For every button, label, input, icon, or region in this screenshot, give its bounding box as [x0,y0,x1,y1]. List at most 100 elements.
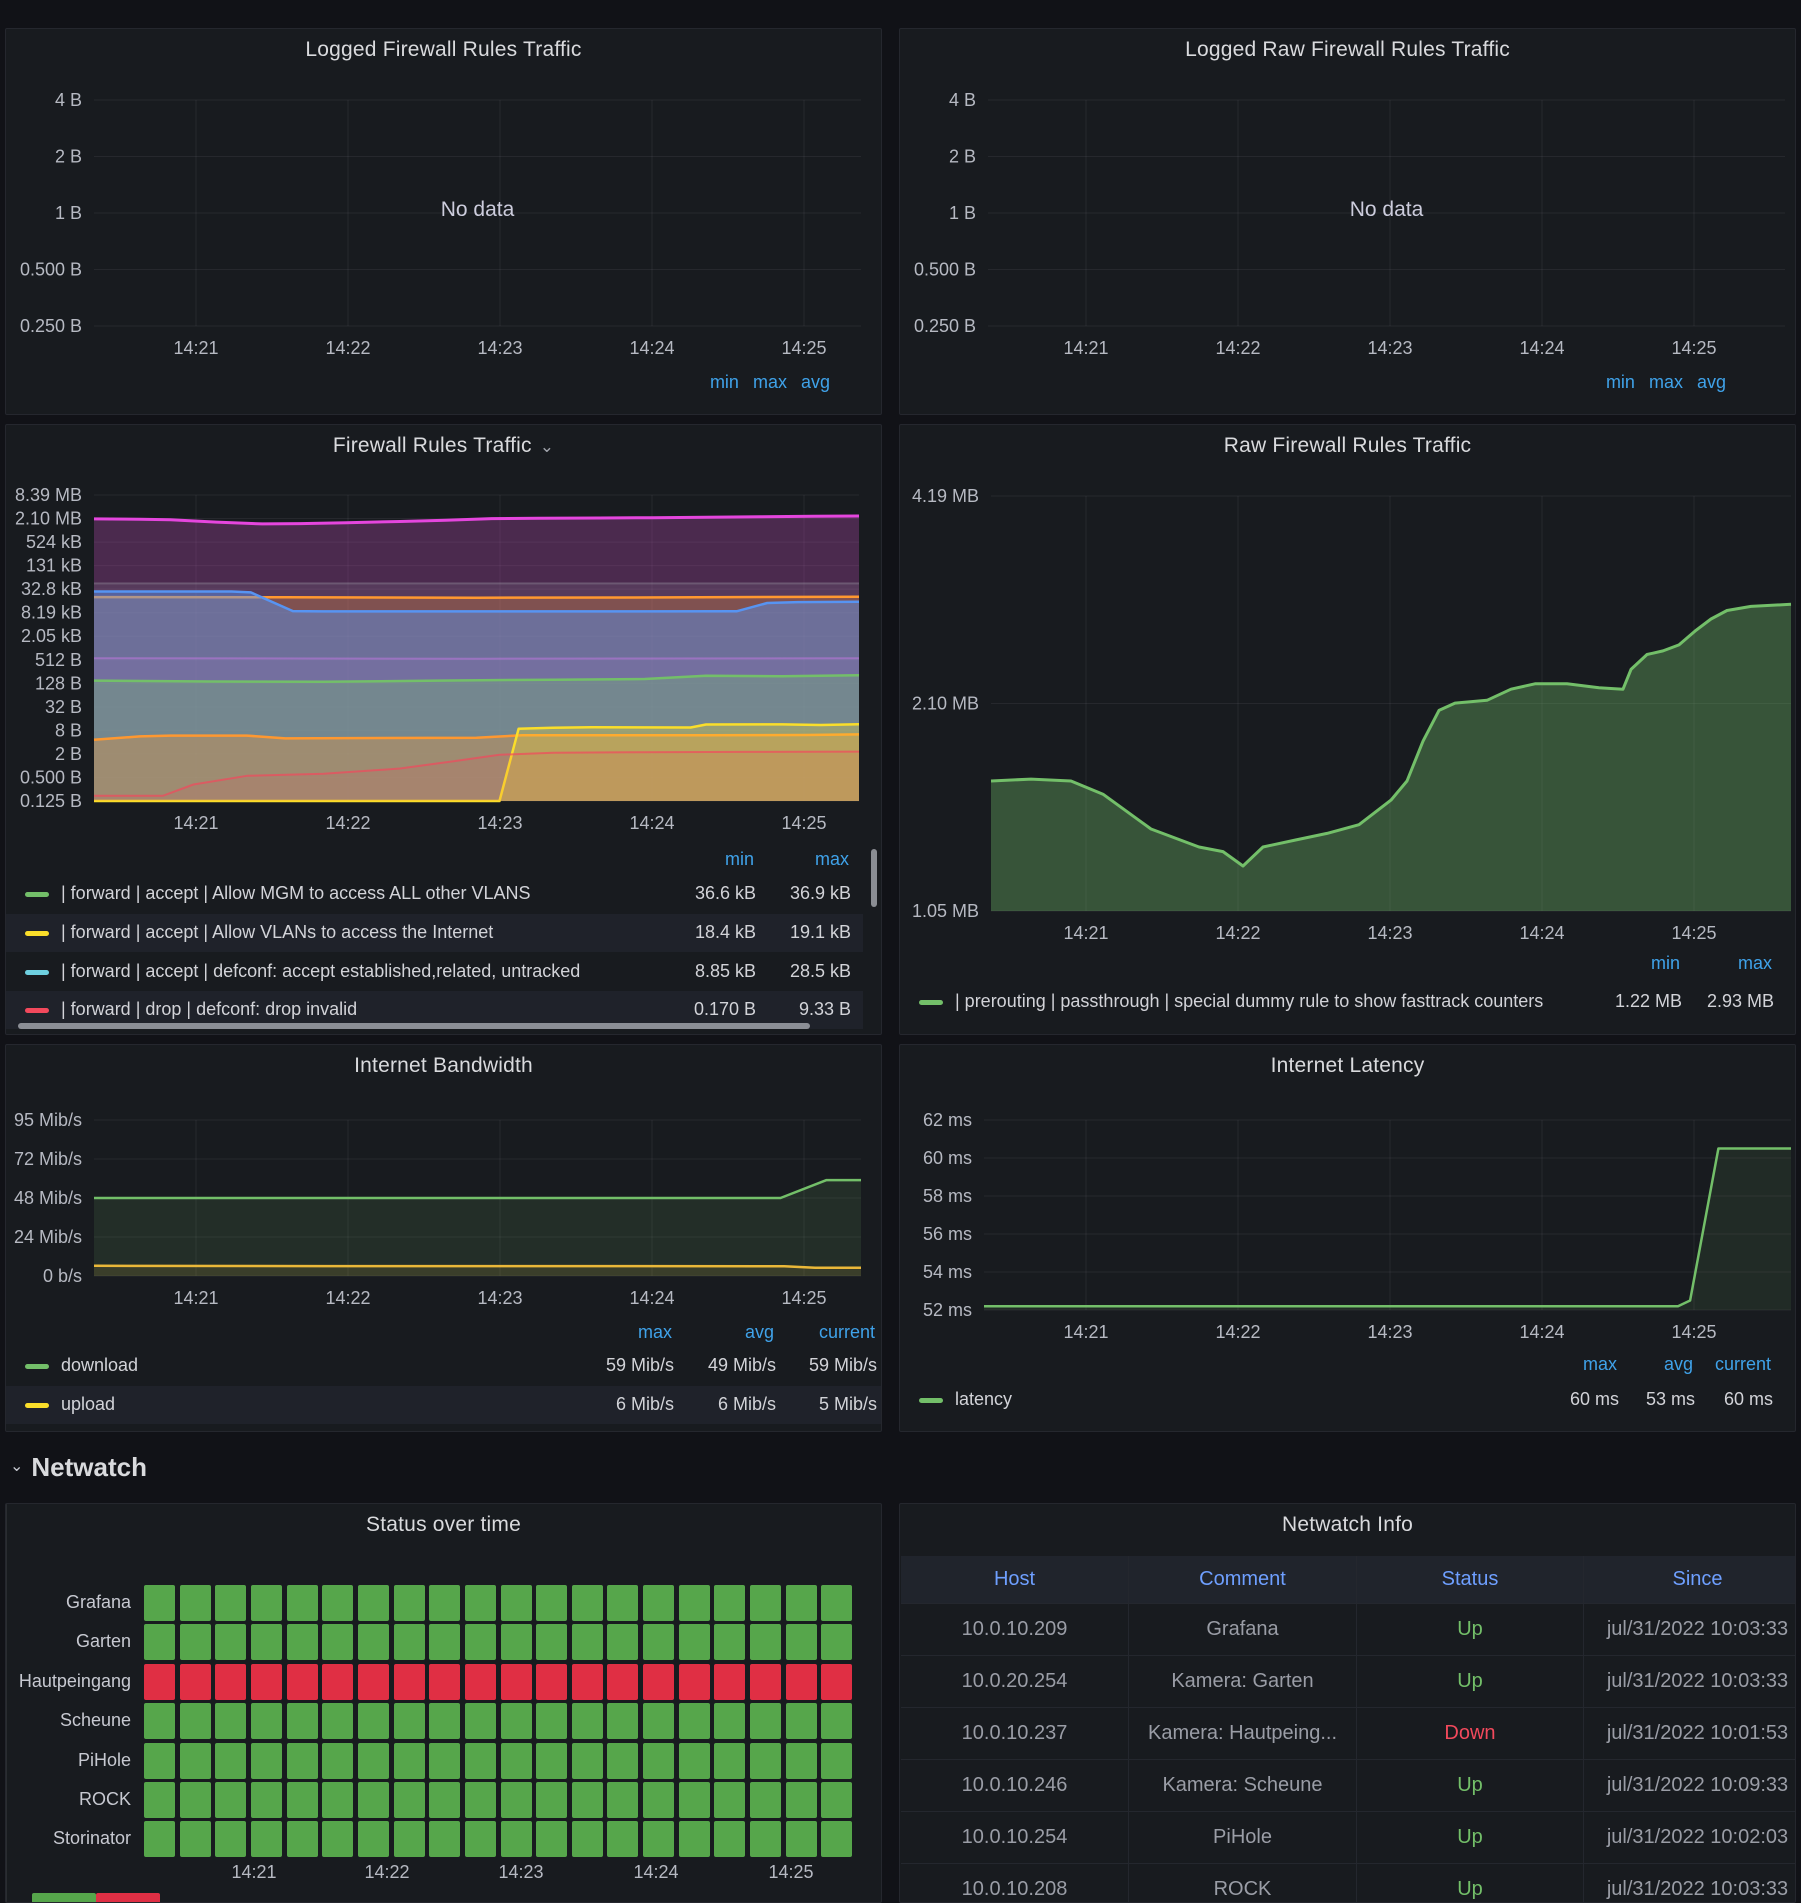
series-line-total [93,514,860,526]
y-axis-label: 2.10 MB [15,509,82,529]
legend-stat-avg[interactable]: avg [1696,372,1726,392]
status-cell [821,1703,853,1740]
status-cell [429,1742,461,1779]
legend-stat-min[interactable]: min [724,849,754,869]
series-line-download [94,1178,861,1200]
status-cell [179,1703,211,1740]
cell-since: jul/31/2022 10:03:33 [1584,1656,1795,1708]
legend-row[interactable]: download 59 Mib/s 49 Mib/s 59 Mib/s [6,1347,881,1385]
legend-stat-avg[interactable]: avg [1663,1354,1693,1374]
status-cell [286,1703,318,1740]
legend-stat-min[interactable]: min [709,372,739,392]
legend-stat-max[interactable]: max [752,372,787,392]
legend-series-label[interactable]: | forward | drop | defconf: drop invalid [61,999,358,1019]
legend-stat-max[interactable]: max [1648,372,1683,392]
panel-title: Logged Firewall Rules Traffic [6,38,881,62]
x-axis-label: 14:23 [1367,923,1412,943]
panel-title[interactable]: Firewall Rules Traffic ⌄ [6,434,881,458]
legend-down-swatch [96,1893,160,1902]
legend-row[interactable]: | prerouting | passthrough | special dum… [900,983,1795,1021]
legend-stat-min[interactable]: min [1650,953,1680,973]
x-axis-label: 14:24 [629,1288,674,1308]
legend-series-label[interactable]: | prerouting | passthrough | special dum… [955,991,1544,1011]
status-cell [215,1703,247,1740]
legend-stat-min[interactable]: min [1605,372,1635,392]
status-cell [536,1703,568,1740]
legend-stat-avg[interactable]: avg [800,372,830,392]
chart-canvas: 62 ms 60 ms 58 ms 56 ms 54 ms 52 ms 14:21 14:22… [923,1110,1791,1342]
legend-stat-current[interactable]: current [1714,1354,1771,1374]
cell-host: 10.0.10.209 [901,1604,1129,1656]
legend-stat-current[interactable]: current [818,1322,875,1342]
cell-since: jul/31/2022 10:03:33 [1584,1604,1795,1656]
y-axis-label: 128 B [35,673,82,693]
y-axis-label: 52 ms [923,1300,972,1320]
series-fill-mid-512 [94,658,859,801]
legend-series-label[interactable]: latency [955,1389,1013,1409]
legend-series-label[interactable]: download [61,1355,139,1375]
status-row-label: Garten [75,1631,131,1652]
legend-series-label[interactable]: | forward | accept | Allow VLANs to acce… [61,922,494,942]
status-cell [322,1585,354,1621]
panel-raw: Raw Firewall Rules Traffic 4.19 MB 2.10 MB… [899,424,1796,1035]
section-row-netwatch[interactable]: ⌄ Netwatch [10,1452,147,1483]
panel-title-text: Internet Latency [1270,1054,1425,1077]
series-fill-drop-invalid [94,751,859,801]
legend-stat-avg[interactable]: avg [744,1322,774,1342]
status-cell [215,1821,247,1858]
legend-row[interactable]: | forward | drop | defconf: drop invalid… [6,991,863,1029]
x-axis-label: 14:22 [1215,1322,1260,1342]
legend-value-min: 36.6 kB [694,883,756,903]
column-header-since[interactable]: Since [1584,1556,1795,1604]
status-cell [179,1663,211,1700]
status-cell [536,1742,568,1779]
series-line-vlans-internet [93,595,860,599]
legend-stat-max[interactable]: max [1737,953,1772,973]
x-axis-label: 14:25 [781,813,826,833]
legend-stat-max[interactable]: max [814,849,849,869]
status-cell [322,1821,354,1858]
x-axis-label: 14:23 [1367,338,1412,358]
y-axis-label: 2 B [55,744,82,764]
column-header-status[interactable]: Status [1357,1556,1584,1604]
vertical-scrollbar-thumb[interactable] [871,849,877,907]
legend-row[interactable]: | forward | accept | defconf: accept est… [6,953,863,991]
series-color-icon [25,1008,49,1013]
horizontal-scrollbar-thumb[interactable] [18,1023,810,1029]
status-cell [393,1703,425,1740]
legend-row[interactable]: | forward | accept | Allow VLANs to acce… [6,914,863,952]
x-axis-label: 14:23 [477,1288,522,1308]
status-cell [179,1624,211,1661]
status-cell [429,1782,461,1818]
status-cell [571,1663,603,1700]
y-axis-label: 32.8 kB [21,579,82,599]
cell-comment: Kamera: Garten [1129,1656,1357,1708]
status-cell [500,1624,532,1661]
y-axis-label: 95 Mib/s [14,1110,82,1130]
status-row-label: Hautpeingang [18,1670,131,1691]
legend-row[interactable]: latency 60 ms 53 ms 60 ms [900,1381,1795,1419]
chevron-down-icon[interactable]: ⌄ [539,437,555,456]
section-title[interactable]: Netwatch [31,1452,147,1482]
legend-series-label[interactable]: | forward | accept | Allow MGM to access… [61,883,531,903]
legend-series-label[interactable]: | forward | accept | defconf: accept est… [61,961,581,981]
legend-row[interactable]: upload 6 Mib/s 6 Mib/s 5 Mib/s [6,1386,881,1424]
x-axis-label: 14:23 [498,1862,544,1882]
column-header-host[interactable]: Host [901,1556,1129,1604]
legend-stat-max[interactable]: max [637,1322,672,1342]
x-axis-label: 14:22 [325,813,370,833]
status-cell [571,1782,603,1818]
y-axis-label: 72 Mib/s [14,1149,82,1169]
status-cell [179,1782,211,1818]
column-header-comment[interactable]: Comment [1129,1556,1357,1604]
status-cell [357,1703,389,1740]
chevron-down-icon[interactable]: ⌄ [10,1457,24,1475]
status-cell [678,1742,710,1779]
status-cell [571,1585,603,1621]
legend-row[interactable]: | forward | accept | Allow MGM to access… [6,875,863,913]
series-fill-low-orange [94,734,859,801]
legend-series-label[interactable]: upload [61,1394,116,1414]
status-cell [179,1821,211,1858]
panel-title-text: Status over time [366,1513,521,1536]
legend-stat-max[interactable]: max [1582,1354,1617,1374]
